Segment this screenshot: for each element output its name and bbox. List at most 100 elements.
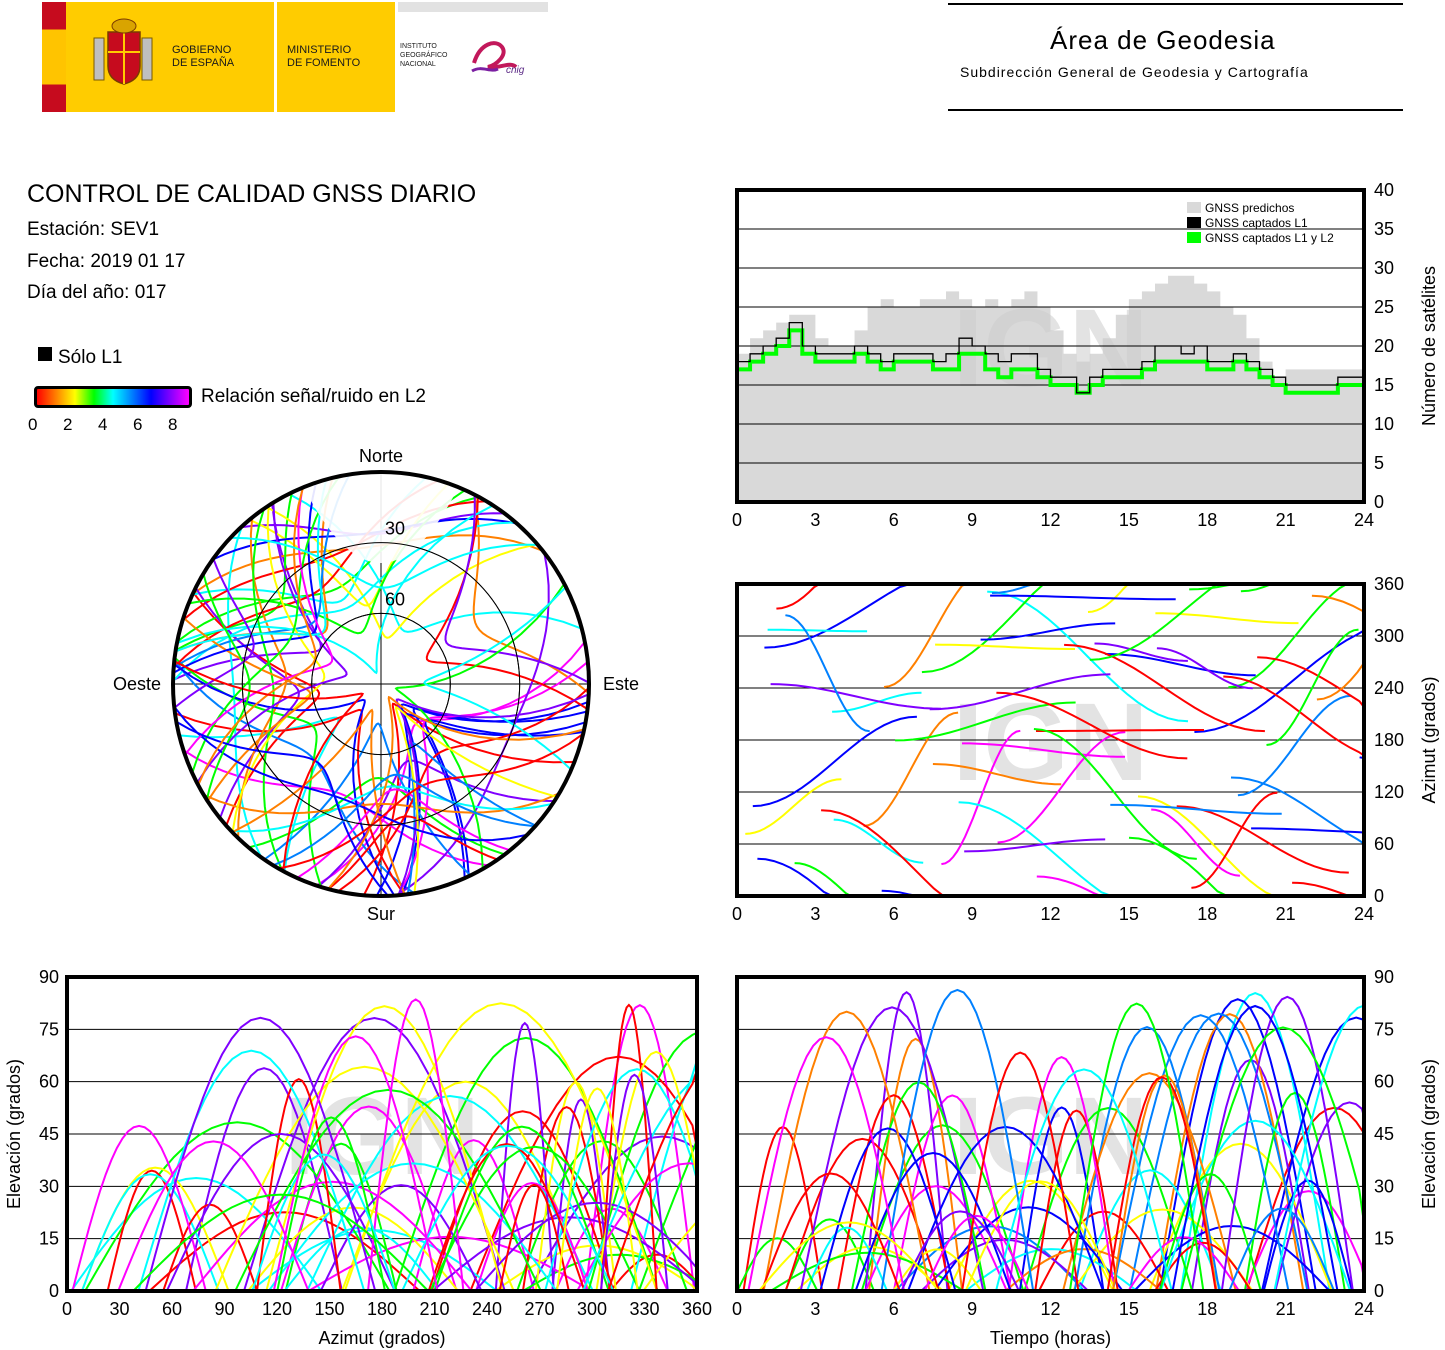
elevation-time-track — [819, 1127, 957, 1292]
elevation-time-track — [1127, 1236, 1240, 1292]
azimuth-track — [987, 590, 1189, 723]
elevation-time-xtick-label: 15 — [1119, 1299, 1139, 1319]
elevation-time-track — [1068, 1002, 1205, 1292]
elevation-azimuth-track — [71, 1124, 207, 1292]
skyplot-track — [296, 788, 511, 879]
colorbar-tick-8: 8 — [168, 415, 178, 434]
date-label: Fecha: 2019 01 17 — [27, 251, 186, 272]
skyplot-track — [394, 705, 558, 894]
elevation-time-xtick-label: 21 — [1276, 1299, 1296, 1319]
elevation-time-track — [933, 1206, 1124, 1292]
header-rule-bottom — [948, 109, 1403, 111]
azimuth-time-frame — [735, 582, 1366, 898]
skyplot-track — [173, 660, 364, 872]
elevation-azimuth-frame — [65, 975, 699, 1293]
skyplot-north-gap — [301, 452, 461, 563]
elevation-azimuth-track — [427, 1142, 586, 1292]
elevation-azimuth-xtick-label: 300 — [577, 1299, 607, 1319]
colorbar-tick-2: 2 — [63, 415, 73, 434]
elevation-azimuth-xtick-label: 180 — [367, 1299, 397, 1319]
skyplot-track — [175, 720, 389, 897]
elevation-time-track — [1034, 1109, 1119, 1292]
elevation-azimuth-xtick-label: 360 — [682, 1299, 712, 1319]
elevation-time-track — [900, 1210, 1020, 1292]
skyplot-track — [231, 785, 553, 833]
azimuth-time-ytick-label: 0 — [1374, 886, 1384, 906]
gobierno-line1: GOBIERNO — [172, 44, 232, 56]
azimuth-track — [833, 818, 924, 864]
skyplot-ring-label-30: 30 — [385, 519, 405, 539]
elevation-time-track — [1018, 1106, 1105, 1292]
azimuth-time-xtick-label: 0 — [732, 904, 742, 924]
azimuth-time-xtick-label: 15 — [1119, 904, 1139, 924]
elevation-azimuth-track — [306, 1094, 594, 1292]
azimuth-track — [1110, 803, 1282, 815]
satellites-ytick-label: 10 — [1374, 414, 1394, 434]
azimuth-track — [770, 683, 942, 710]
elevation-azimuth-track — [367, 998, 465, 1292]
skyplot-track — [175, 479, 328, 653]
elevation-azimuth-track — [609, 1253, 698, 1292]
elevation-time-track — [1062, 1072, 1237, 1292]
azimuth-track — [1105, 653, 1256, 677]
satellites-xtick-label: 18 — [1197, 510, 1217, 530]
azimuth-time-ytick-label: 60 — [1374, 834, 1394, 854]
skyplot-horizon — [171, 470, 591, 898]
l1-only-label: Sólo L1 — [58, 347, 123, 368]
elevation-azimuth-track — [214, 1065, 515, 1292]
elevation-azimuth-xtick-label: 30 — [109, 1299, 129, 1319]
elevation-ring-60 — [311, 612, 451, 756]
elevation-azimuth-xtick-label: 150 — [314, 1299, 344, 1319]
elevation-time-xtick-label: 3 — [810, 1299, 820, 1319]
skyplot-track — [395, 552, 550, 897]
skyplot-chart: Norte Sur Este Oeste 30 60 — [113, 446, 639, 924]
elevation-azimuth-track — [475, 1181, 589, 1292]
skyplot-track — [176, 504, 494, 675]
skyplot-north-label: Norte — [359, 446, 403, 466]
elevation-azimuth-xtick-label: 0 — [62, 1299, 72, 1319]
azimuth-track — [1036, 875, 1180, 897]
legend-label: GNSS predichos — [1205, 201, 1294, 215]
azimuth-track — [997, 731, 1126, 844]
elevation-azimuth-track — [431, 1216, 698, 1292]
satellites-xtick-label: 3 — [810, 510, 820, 530]
satellites-xtick-label: 21 — [1276, 510, 1296, 530]
cnig-logo-text: cnig — [506, 65, 525, 76]
elevation-azimuth-track — [494, 1021, 555, 1292]
azimuth-time-xtick-label: 24 — [1354, 904, 1374, 924]
azimuth-time-xtick-label: 3 — [810, 904, 820, 924]
elevation-time-xlabel: Tiempo (horas) — [990, 1328, 1111, 1348]
elevation-azimuth-track — [132, 1193, 429, 1292]
azimuth-time-watermark: IGN — [953, 681, 1149, 804]
ministerio-line2: DE FOMENTO — [287, 57, 361, 69]
elevation-time-track — [1244, 1190, 1365, 1292]
satellites-xtick-label: 12 — [1040, 510, 1060, 530]
elevation-time-frame — [735, 975, 1366, 1293]
flag-strip — [42, 2, 66, 112]
elevation-time-track — [784, 1137, 940, 1292]
elevation-azimuth-track — [272, 1035, 439, 1292]
elevation-time-ytick-label: 60 — [1374, 1072, 1394, 1092]
elevation-azimuth-xtick-label: 210 — [419, 1299, 449, 1319]
azimuth-time-ytick-label: 120 — [1374, 782, 1404, 802]
station-label: Estación: SEV1 — [27, 219, 160, 240]
azimuth-track — [958, 801, 1163, 897]
elevation-time-track — [1243, 1091, 1346, 1292]
satellites-frame — [735, 188, 1366, 504]
elevation-azimuth-xtick-label: 240 — [472, 1299, 502, 1319]
skyplot-track — [173, 558, 255, 709]
skyplot-track — [278, 732, 584, 870]
satellites-ytick-label: 30 — [1374, 258, 1394, 278]
elevation-time-xtick-label: 9 — [967, 1299, 977, 1319]
ministerio-logo-block: MINISTERIO DE FOMENTO — [277, 2, 395, 112]
legend-swatch — [1187, 202, 1201, 213]
elevation-time-ylabel: Elevación (grados) — [1419, 1059, 1439, 1209]
satellites-ylabel: Número de satélites — [1419, 266, 1439, 426]
elevation-time-track — [1180, 1026, 1365, 1292]
skyplot-track — [231, 708, 406, 895]
azimuth-track — [935, 643, 1075, 650]
azimuth-track — [1064, 643, 1265, 733]
skyplot-track — [248, 776, 506, 856]
azimuth-track — [941, 729, 1021, 866]
